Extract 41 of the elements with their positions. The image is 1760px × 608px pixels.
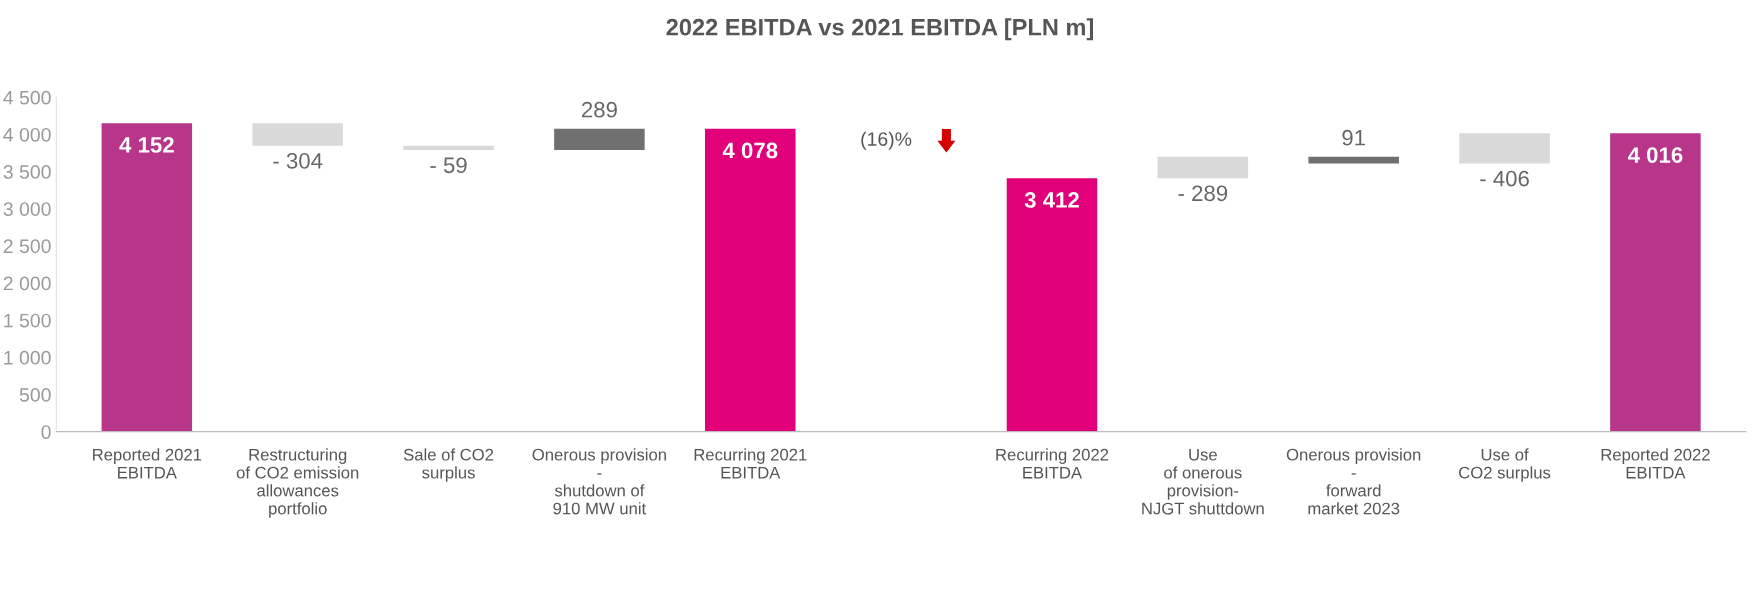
x-tick-label: Recurring 2022 EBITDA bbox=[996, 448, 1109, 479]
x-tick-label: Recurring 2021 EBITDA bbox=[694, 448, 807, 479]
data-label: 4 078 bbox=[722, 142, 778, 159]
x-tick-label: Sale of CO2 surplus bbox=[403, 448, 494, 482]
bar bbox=[1006, 178, 1098, 432]
y-tick-label: 4 000 bbox=[3, 127, 51, 142]
y-tick-label: 2 000 bbox=[3, 276, 51, 291]
chart-title: 2022 EBITDA vs 2021 EBITDA [PLN m] bbox=[666, 18, 1093, 41]
bar bbox=[1610, 133, 1701, 432]
x-tick-label: Reported 2022 EBITDA bbox=[1601, 448, 1710, 479]
y-tick-label: 1 500 bbox=[4, 313, 51, 328]
data-label: - 304 bbox=[273, 153, 323, 169]
data-label: - 289 bbox=[1178, 185, 1228, 202]
x-tick-label: Reported 2021 EBITDA bbox=[93, 448, 202, 479]
bar bbox=[252, 123, 343, 146]
data-label: 91 bbox=[1342, 129, 1365, 146]
data-label: 3 412 bbox=[1024, 192, 1079, 208]
data-label: 289 bbox=[581, 101, 617, 118]
y-tick-label: 4 500 bbox=[3, 90, 51, 105]
data-label: - 59 bbox=[430, 157, 467, 174]
bar bbox=[554, 128, 645, 151]
bar bbox=[705, 128, 796, 432]
y-tick-label: 1 000 bbox=[4, 350, 51, 365]
annotation: (16)% bbox=[861, 131, 912, 150]
bar bbox=[101, 123, 193, 432]
bar bbox=[403, 145, 494, 151]
x-tick-label: Use of onerous provision- NJGT shuttdown bbox=[1142, 448, 1264, 515]
bar bbox=[1459, 133, 1550, 164]
y-tick-label: 3 000 bbox=[3, 202, 51, 216]
x-tick-label: Use of CO2 surplus bbox=[1459, 448, 1551, 482]
data-label: 4 016 bbox=[1627, 147, 1683, 163]
x-tick-label: Restructuring of CO2 emission allowances portfolio bbox=[236, 448, 359, 518]
data-label: 4 152 bbox=[119, 137, 174, 153]
y-tick-label: 500 bbox=[19, 387, 51, 402]
y-tick-label: 3 500 bbox=[3, 165, 51, 179]
x-tick-label: Onerous provision - forward market 2023 bbox=[1286, 448, 1421, 515]
y-tick-label: 0 bbox=[41, 425, 51, 439]
bar bbox=[1157, 156, 1249, 179]
y-tick-label: 2 500 bbox=[3, 239, 51, 254]
x-tick-label: Onerous provision - shutdown of 910 MW unit bbox=[532, 448, 666, 515]
data-label: - 406 bbox=[1480, 170, 1529, 187]
